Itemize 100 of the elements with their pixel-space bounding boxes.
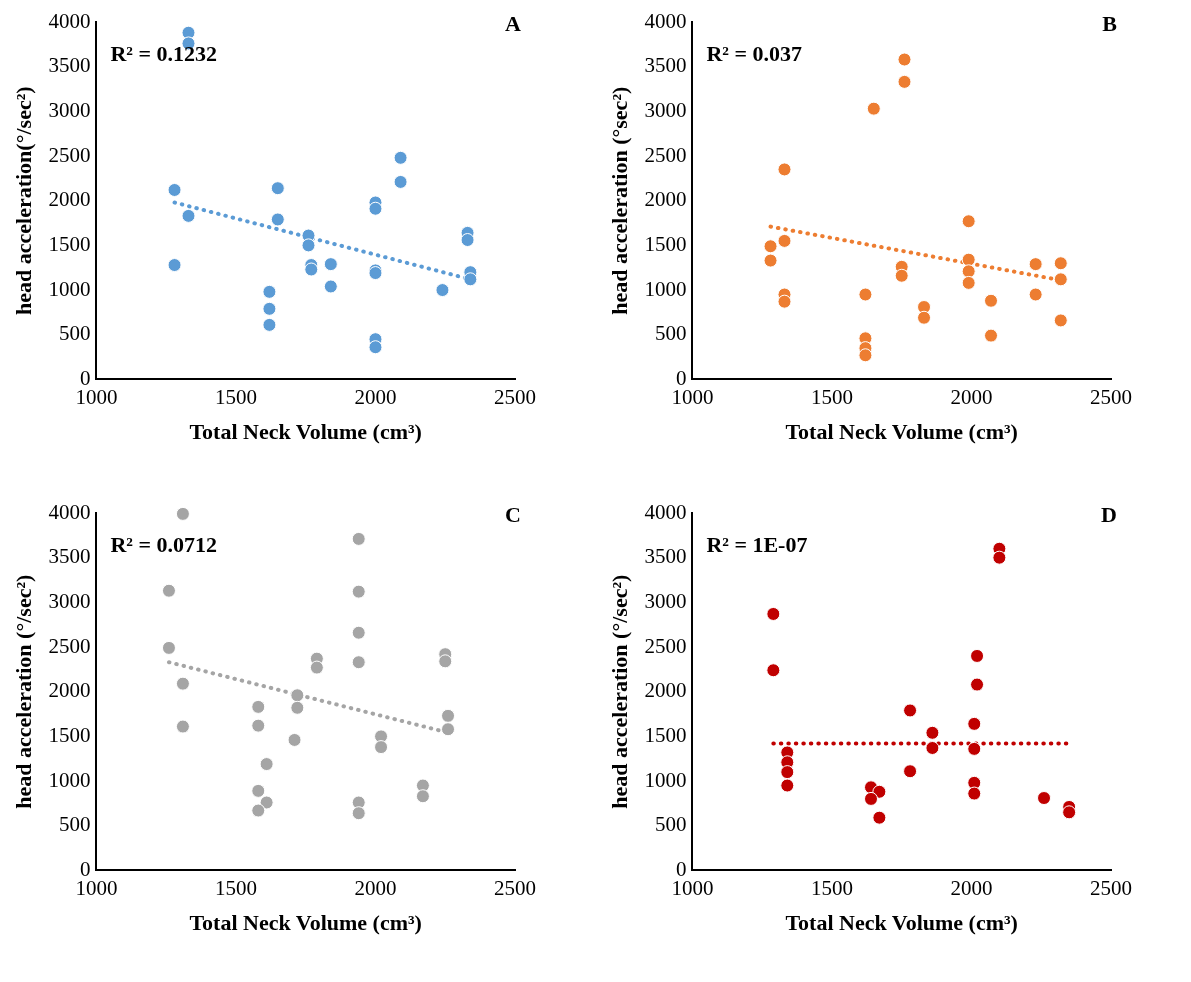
x-tick-label: 1500 [810,384,853,409]
point [1062,805,1077,820]
y-tick-label: 1000 [48,276,91,301]
y-tick-label: 1500 [644,231,687,256]
point [1053,272,1068,287]
y-tick-label: 3000 [48,588,91,613]
point [441,708,456,723]
x-tick-label: 2500 [1090,384,1132,409]
y-tick-label: 0 [79,856,91,881]
point [175,676,190,691]
point [441,722,456,737]
x-tick-label: 1500 [810,875,853,900]
point [858,348,873,363]
point [984,293,998,308]
x-tick-label: 2500 [1090,875,1132,900]
point [270,181,285,196]
point [161,640,176,655]
y-tick-label: 1500 [48,722,91,747]
x-tick-label: 2000 [950,875,993,900]
point [175,506,190,521]
point [925,725,940,740]
point [304,262,319,277]
point [917,310,932,325]
point [463,272,478,287]
point [1053,256,1068,271]
point [872,784,887,799]
x-axis-title: Total Neck Volume (cm³) [785,910,1018,936]
y-axis-title: head acceleration(°/sec²) [10,86,36,315]
point [777,233,792,248]
y-tick-label: 3000 [644,588,687,613]
point [780,778,795,793]
point [259,757,274,772]
x-axis-title: Total Neck Volume (cm³) [189,419,422,445]
point [897,74,912,89]
annotation: R² = 0.1232 [110,40,217,66]
point [1037,791,1052,806]
point [903,764,918,779]
y-tick-label: 2000 [48,678,91,703]
point [167,182,182,197]
y-tick-label: 4000 [48,499,91,524]
y-tick-label: 2500 [644,142,687,167]
point [262,301,277,316]
point [777,162,792,177]
annotation: A [505,10,522,36]
y-tick-label: 3500 [644,53,687,78]
y-tick-label: 3000 [644,97,687,122]
point [368,340,383,355]
point [181,208,196,223]
y-tick-label: 500 [58,812,91,837]
point [351,655,366,670]
point [290,700,305,715]
point [161,583,176,598]
annotation: B [1102,10,1118,36]
point [270,212,285,227]
point [766,663,781,678]
y-axis-title: head acceleration (°/sec²) [606,574,632,809]
y-tick-label: 2000 [644,678,687,703]
point [780,765,795,780]
point [460,233,475,248]
point [167,258,182,273]
point [872,810,887,825]
point [992,550,1007,565]
point [309,660,324,675]
y-tick-label: 500 [654,812,687,837]
point [1028,257,1043,272]
y-tick-label: 0 [79,365,91,390]
point [251,718,266,733]
point [262,284,277,299]
y-axis-title: head acceleration (°/sec²) [10,574,36,809]
y-tick-label: 500 [58,321,91,346]
point [251,699,266,714]
point [903,703,918,718]
point [301,238,316,253]
point [290,688,305,703]
point [1053,313,1068,328]
annotation: R² = 0.0712 [110,531,217,557]
point [925,740,940,755]
y-tick-label: 0 [675,856,687,881]
y-tick-label: 4000 [48,8,91,33]
x-tick-label: 1500 [214,384,257,409]
y-tick-label: 0 [675,365,687,390]
point [967,741,982,756]
annotation: C [505,501,521,527]
y-tick-label: 2500 [48,142,91,167]
point [967,716,982,731]
point [970,677,985,692]
x-tick-label: 2000 [354,875,397,900]
y-tick-label: 1000 [644,767,687,792]
y-axis-title: head acceleration (°sec²) [606,86,632,315]
point [393,174,408,189]
y-tick-label: 2500 [644,633,687,658]
point [766,606,781,621]
annotation: R² = 1E-07 [706,531,808,557]
y-tick-label: 3500 [48,544,91,569]
x-tick-label: 2500 [494,384,536,409]
point [1028,287,1043,302]
point [393,150,408,165]
point [961,264,976,279]
y-tick-label: 4000 [644,499,687,524]
y-tick-label: 1500 [644,722,687,747]
